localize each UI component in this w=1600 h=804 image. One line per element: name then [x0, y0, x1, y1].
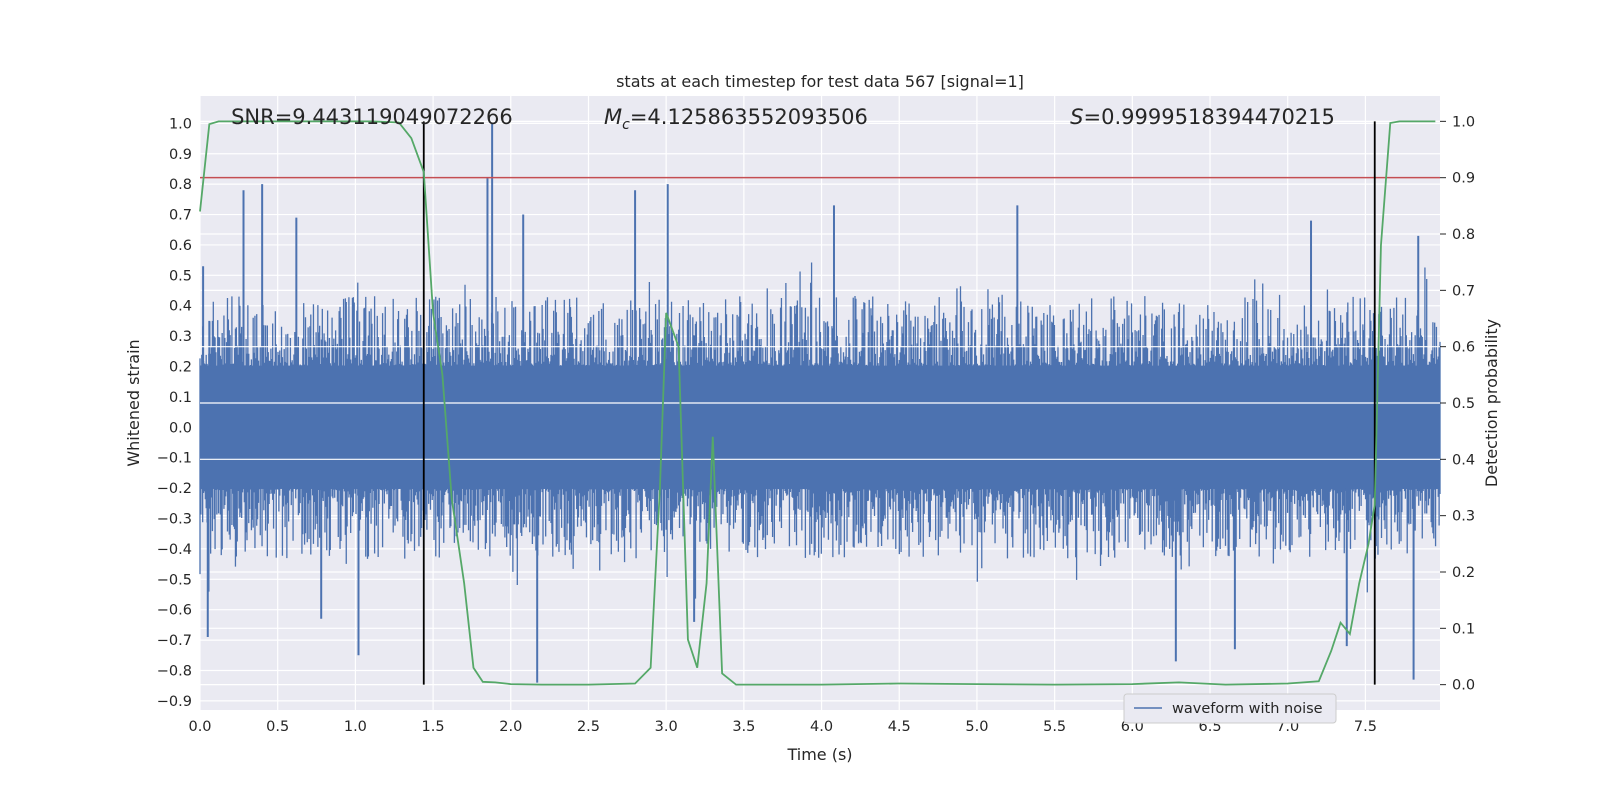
- x-tick-label: 0.5: [266, 719, 289, 735]
- y-tick-label-left: −0.3: [157, 512, 192, 528]
- y-tick-label-right: 0.7: [1452, 283, 1475, 299]
- y-tick-label-left: 1.0: [169, 116, 192, 132]
- legend-label-waveform: waveform with noise: [1172, 701, 1323, 717]
- overlay-layer: [199, 120, 1440, 686]
- y-tick-label-left: −0.2: [157, 481, 192, 497]
- y-tick-label-right: 0.1: [1452, 621, 1475, 637]
- x-tick-label: 0.0: [188, 719, 211, 735]
- x-tick-label: 1.0: [344, 719, 367, 735]
- annotation-text: SNR=9.443119049072266: [231, 105, 513, 129]
- y-tick-label-left: −0.5: [157, 572, 192, 588]
- annotations: SNR=9.443119049072266 Mc=4.12586355209350…: [231, 105, 1335, 133]
- y-tick-label-left: −0.4: [157, 542, 192, 558]
- x-tick-label: 5.0: [965, 719, 988, 735]
- x-tick-label: 1.5: [422, 719, 445, 735]
- y-tick-label-right: 0.2: [1452, 565, 1475, 581]
- y-tick-label-left: 0.6: [169, 238, 192, 254]
- y-tick-label-right: 0.0: [1452, 678, 1475, 694]
- y-tick-label-left: −0.9: [157, 694, 192, 710]
- y-tick-label-right: 0.3: [1452, 509, 1475, 525]
- x-tick-label: 4.0: [810, 719, 833, 735]
- y-tick-label-left: 0.0: [169, 420, 192, 436]
- y-tick-label-right: 0.4: [1452, 452, 1475, 468]
- y-tick-label-left: 0.4: [169, 299, 192, 315]
- y-tick-label-left: −0.1: [157, 451, 192, 467]
- y-axis-label-left: Whitened strain: [124, 339, 143, 466]
- axes: 0.0 0.5 1.0 1.5 2.0 2.5 3.0 3.5 4.0 4.5 5.0 5.5 6.0 6…: [157, 114, 1475, 735]
- chart-title: stats at each timestep for test data 567…: [616, 72, 1024, 91]
- y-tick-label-left: 0.9: [169, 147, 192, 163]
- y-tick-label-left: 0.2: [169, 360, 192, 376]
- x-tick-label: 2.0: [499, 719, 522, 735]
- legend: waveform with noise: [1123, 693, 1337, 724]
- y-tick-label-left: −0.6: [157, 603, 192, 619]
- annotation-text: Mc=4.125863552093506: [604, 105, 868, 133]
- y-tick-label-right: 0.5: [1452, 396, 1475, 412]
- annotation-text: S=0.9999518394470215: [1070, 105, 1335, 129]
- x-tick-label: 3.0: [655, 719, 678, 735]
- x-tick-label: 3.5: [732, 719, 755, 735]
- y-tick-label-left: 0.5: [169, 268, 192, 284]
- y-axis-label-right: Detection probability: [1482, 319, 1501, 487]
- x-axis-label: Time (s): [786, 745, 852, 764]
- y-tick-label-right: 0.8: [1452, 227, 1475, 243]
- x-tick-label: 5.5: [1043, 719, 1066, 735]
- y-tick-label-left: 0.1: [169, 390, 192, 406]
- y-tick-label-left: 0.7: [169, 208, 192, 224]
- y-tick-label-left: −0.7: [157, 633, 192, 649]
- y-tick-label-left: 0.8: [169, 177, 192, 193]
- y-tick-label-right: 0.6: [1452, 340, 1475, 356]
- waveform-core-band: [200, 365, 1440, 489]
- detection-probability-line: [199, 120, 1436, 686]
- y-tick-label-left: −0.8: [157, 663, 192, 679]
- y-tick-label-right: 1.0: [1452, 114, 1475, 130]
- x-tick-label: 2.5: [577, 719, 600, 735]
- y-tick-label-right: 0.9: [1452, 171, 1475, 187]
- x-tick-label: 7.5: [1354, 719, 1377, 735]
- legend-box: [1123, 693, 1337, 724]
- y-tick-label-left: 0.3: [169, 329, 192, 345]
- waveform-series: [199, 123, 1441, 683]
- x-tick-label: 4.5: [888, 719, 911, 735]
